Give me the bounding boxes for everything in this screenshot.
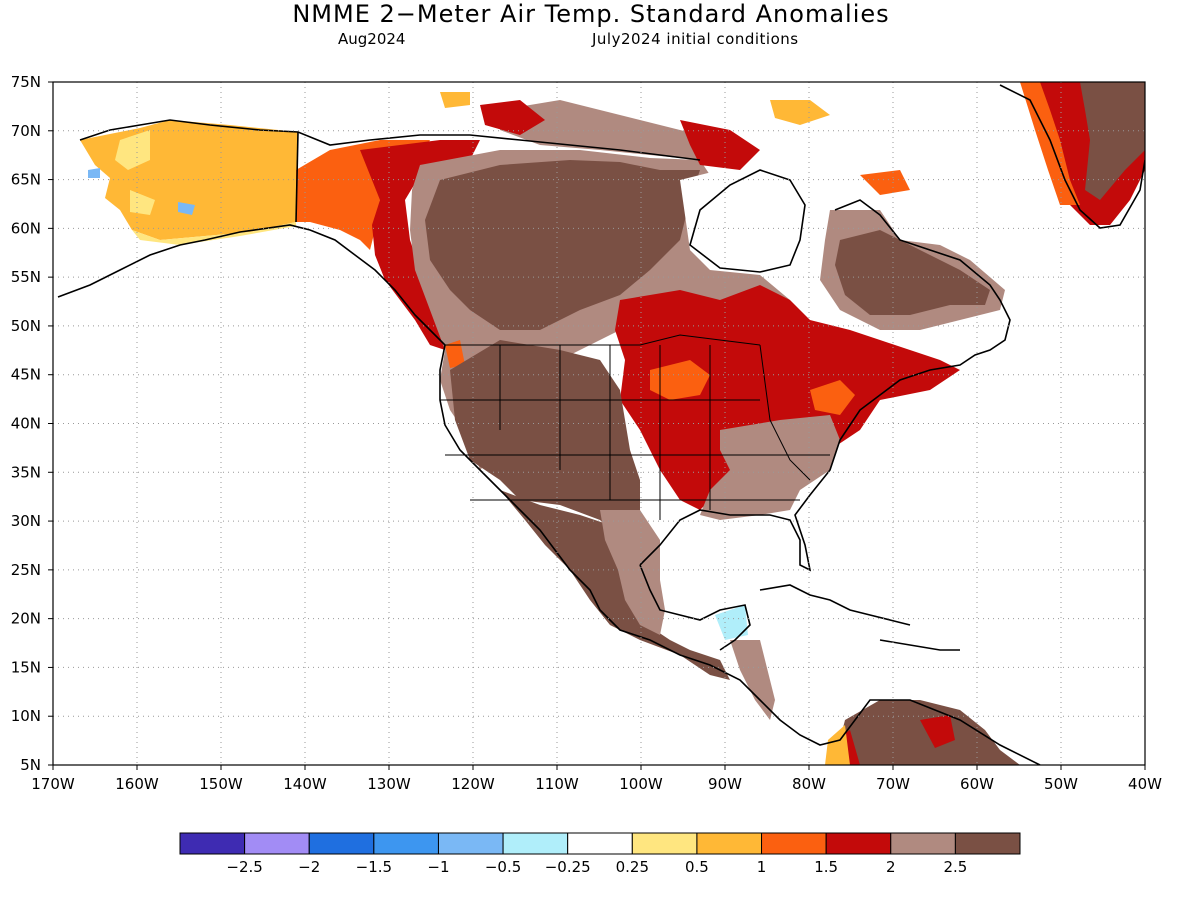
colorbar-swatch (308, 832, 375, 855)
region-western-us (450, 340, 640, 540)
lat-tick-label: 75N (11, 73, 41, 91)
colorbar-swatch (502, 832, 569, 855)
lon-tick-label: 170W (31, 775, 75, 793)
colorbar-label: 2.5 (943, 858, 967, 876)
colorbar-label: −2 (298, 858, 320, 876)
colorbar-swatch (244, 832, 310, 855)
initial-conditions: July2024 initial conditions (592, 30, 799, 48)
region-alaska-cool (88, 168, 195, 215)
colorbar-label: −0.25 (545, 858, 591, 876)
lat-tick-label: 20N (11, 610, 41, 628)
region-great-lakes-east (445, 170, 910, 590)
colorbar-swatch (567, 832, 633, 855)
coastlines (57, 84, 1145, 765)
lat-tick-label: 10N (11, 707, 41, 725)
lon-tick-label: 140W (283, 775, 327, 793)
longitude-ticks: 170W 160W 150W 140W 130W 120W 110W 100W 90W 80W 70… (31, 765, 1162, 793)
lat-tick-label: 5N (20, 756, 41, 774)
lat-tick-label: 65N (11, 171, 41, 189)
colorbar-swatch (954, 832, 1021, 855)
colorbar-swatch (179, 832, 246, 855)
colorbar-label: −0.5 (485, 858, 521, 876)
state-borders (440, 334, 830, 520)
lon-tick-label: 80W (792, 775, 826, 793)
region-mexico (600, 510, 775, 720)
colorbar-swatch (437, 832, 504, 855)
lat-tick-label: 30N (11, 512, 41, 530)
region-hudson-bay-west (500, 100, 720, 160)
lon-tick-label: 70W (876, 775, 910, 793)
region-alaska-interior (440, 92, 830, 125)
colorbar-swatch (373, 832, 439, 855)
region-central-canada (425, 160, 700, 330)
lon-tick-label: 120W (451, 775, 495, 793)
lon-tick-label: 110W (535, 775, 579, 793)
region-southeast-us (700, 415, 840, 520)
lon-tick-label: 50W (1044, 775, 1078, 793)
lat-tick-label: 70N (11, 122, 41, 140)
lon-tick-label: 90W (708, 775, 742, 793)
colorbar-label: 1.5 (814, 858, 838, 876)
lat-tick-label: 40N (11, 415, 41, 433)
lon-tick-label: 100W (619, 775, 663, 793)
forecast-month: Aug2024 (338, 30, 406, 48)
colorbar-swatch (631, 832, 698, 855)
colorbar-swatch (696, 832, 763, 855)
anomaly-field (80, 82, 1145, 765)
lat-tick-label: 15N (11, 658, 41, 676)
region-greenland (1080, 82, 1145, 200)
hudson-bay-water (680, 170, 800, 275)
region-quebec-labrador (835, 230, 990, 315)
region-yucatan-cool (715, 605, 748, 640)
lon-tick-label: 150W (199, 775, 243, 793)
lon-tick-label: 160W (115, 775, 159, 793)
lon-tick-label: 130W (367, 775, 411, 793)
region-western-canada (480, 100, 760, 170)
region-great-lakes-east (615, 285, 960, 510)
lon-tick-label: 60W (960, 775, 994, 793)
colorbar-label: 0.5 (685, 858, 709, 876)
colorbar-label: −1 (427, 858, 449, 876)
colorbar-label: −1.5 (356, 858, 392, 876)
region-venezuela (835, 715, 955, 765)
lat-tick-label: 45N (11, 366, 41, 384)
lat-tick-label: 25N (11, 561, 41, 579)
colorbar: −2.5 −2 −1.5 −1 −0.5 −0.25 0.25 0.5 1 1.5 2 2.5 (179, 832, 1021, 876)
colorbar-label: 2 (886, 858, 896, 876)
colorbar-swatch (825, 832, 892, 855)
latitude-ticks: 75N 70N 65N 60N 55N 50N 45N 40N 35N 30N 25N 20N 15N 1… (11, 73, 53, 774)
map-title: NMME 2−Meter Air Temp. Standard Anomalie… (292, 0, 890, 28)
colorbar-label: 0.25 (616, 858, 649, 876)
colorbar-label: −2.5 (226, 858, 262, 876)
graticule (53, 82, 1145, 765)
colorbar-label: 1 (757, 858, 767, 876)
colorbar-swatch (890, 832, 956, 855)
lat-tick-label: 50N (11, 317, 41, 335)
lat-tick-label: 35N (11, 463, 41, 481)
colorbar-swatch (761, 832, 827, 855)
region-greenland (1020, 82, 1080, 205)
region-alaska-coast (115, 130, 296, 245)
lon-tick-label: 40W (1128, 775, 1162, 793)
lat-tick-label: 60N (11, 219, 41, 237)
lat-tick-label: 55N (11, 268, 41, 286)
region-western-canada (360, 140, 480, 350)
